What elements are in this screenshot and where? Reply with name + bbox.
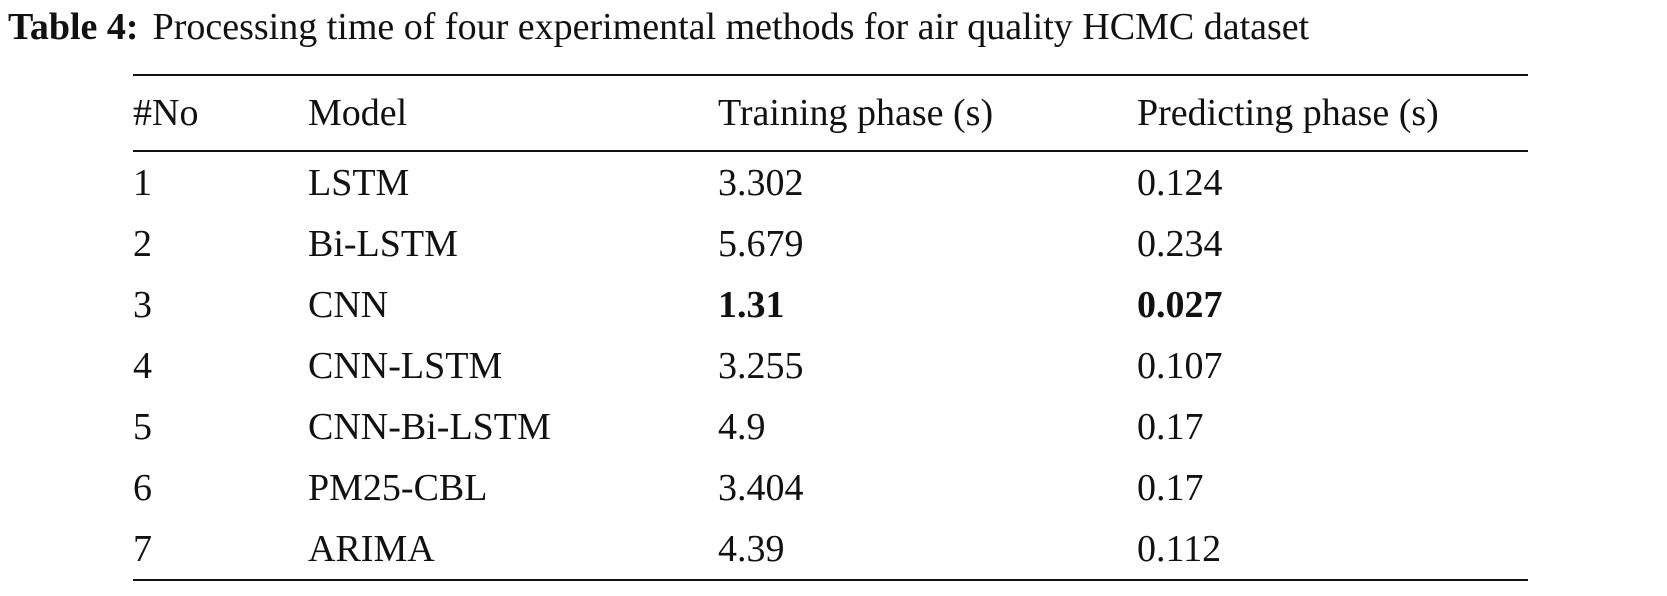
table-cell: 5 bbox=[133, 405, 152, 448]
table-cell: LSTM bbox=[308, 161, 410, 204]
table-row: 3 CNN 1.31 0.027 bbox=[133, 274, 1528, 335]
table-cell: Bi-LSTM bbox=[308, 222, 458, 265]
header-cell: Training phase (s) bbox=[718, 92, 994, 134]
table-row: 5 CNN-Bi-LSTM 4.9 0.17 bbox=[133, 396, 1528, 457]
table-cell: 3.404 bbox=[718, 466, 804, 509]
table-cell: 0.17 bbox=[1137, 405, 1204, 448]
table-row: 1 LSTM 3.302 0.124 bbox=[133, 151, 1528, 213]
table-cell: 0.17 bbox=[1137, 466, 1204, 509]
table-cell: 6 bbox=[133, 466, 152, 509]
header-cell: #No bbox=[133, 92, 199, 134]
table-row: 7 ARIMA 4.39 0.112 bbox=[133, 518, 1528, 580]
table-cell: CNN-Bi-LSTM bbox=[308, 405, 551, 448]
table-cell: 0.107 bbox=[1137, 344, 1223, 387]
header-cell: Model bbox=[308, 92, 408, 134]
table-row: 6 PM25-CBL 3.404 0.17 bbox=[133, 457, 1528, 518]
table-cell: CNN bbox=[308, 283, 389, 326]
table-cell: 3.255 bbox=[718, 344, 804, 387]
table-caption: Table 4: Processing time of four experime… bbox=[8, 4, 1663, 50]
table-cell: 0.112 bbox=[1137, 527, 1222, 570]
table-body: 1 LSTM 3.302 0.124 2 Bi-LSTM 5.679 0.234 3 CNN 1.3… bbox=[133, 151, 1528, 580]
table-row: 4 CNN-LSTM 3.255 0.107 bbox=[133, 335, 1528, 396]
table-cell: 4.39 bbox=[718, 527, 785, 570]
caption-text: Processing time of four experimental met… bbox=[152, 6, 1310, 48]
table-cell: 4 bbox=[133, 344, 152, 387]
table-cell: 1.31 bbox=[718, 283, 785, 326]
table-cell: ARIMA bbox=[308, 527, 435, 570]
table-cell: CNN-LSTM bbox=[308, 344, 503, 387]
table-cell: 2 bbox=[133, 222, 152, 265]
table-cell: 0.124 bbox=[1137, 161, 1223, 204]
table-cell: 7 bbox=[133, 527, 152, 570]
header-row: #No Model Training phase (s) Predicting pha… bbox=[133, 75, 1528, 151]
table-cell: 0.027 bbox=[1137, 283, 1223, 326]
table-cell: 1 bbox=[133, 161, 152, 204]
table-cell: 4.9 bbox=[718, 405, 766, 448]
table-cell: PM25-CBL bbox=[308, 466, 488, 509]
table-cell: 3 bbox=[133, 283, 152, 326]
table-cell: 5.679 bbox=[718, 222, 804, 265]
table-row: 2 Bi-LSTM 5.679 0.234 bbox=[133, 213, 1528, 274]
caption-label: Table 4: bbox=[8, 6, 139, 48]
table-cell: 3.302 bbox=[718, 161, 804, 204]
header-cell: Predicting phase (s) bbox=[1137, 92, 1439, 134]
table: #No Model Training phase (s) Predicting pha… bbox=[133, 74, 1528, 581]
table-cell: 0.234 bbox=[1137, 222, 1223, 265]
